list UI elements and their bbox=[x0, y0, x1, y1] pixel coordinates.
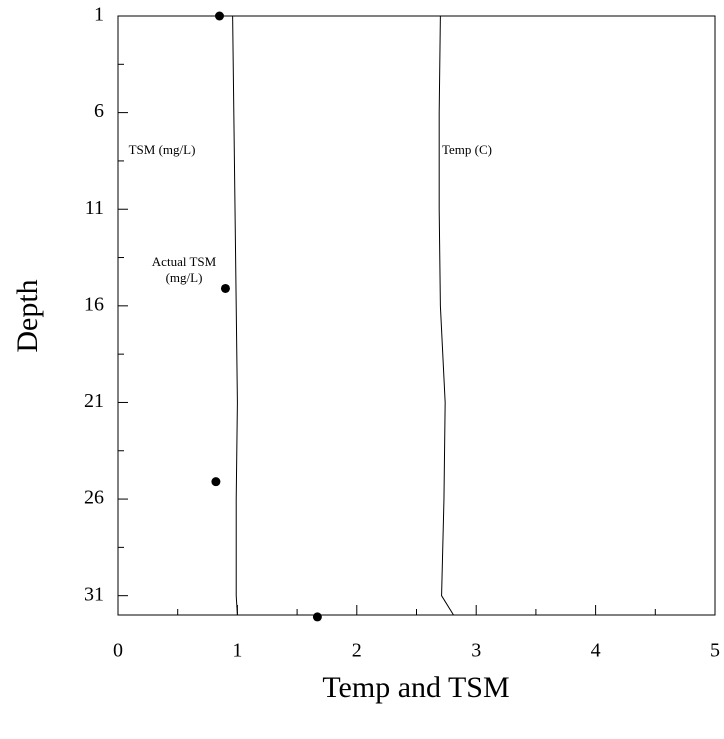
y-tick-label: 31 bbox=[84, 583, 104, 605]
series-line bbox=[438, 15, 454, 616]
y-tick-label: 6 bbox=[94, 100, 104, 122]
data-point bbox=[312, 612, 322, 622]
x-tick-label: 0 bbox=[113, 640, 123, 662]
series-label: TSM (mg/L) bbox=[128, 142, 196, 157]
y-tick-label: 11 bbox=[85, 197, 104, 219]
y-tick-label: 26 bbox=[84, 487, 104, 509]
data-point bbox=[220, 283, 230, 293]
y-axis-label: Depth bbox=[11, 279, 44, 352]
x-tick-label: 1 bbox=[232, 640, 242, 662]
y-tick-label: 16 bbox=[84, 293, 104, 315]
y-tick-label: 21 bbox=[84, 390, 104, 412]
series-label: Actual TSM (mg/L) bbox=[151, 254, 217, 285]
data-point bbox=[214, 11, 224, 21]
x-tick-label: 4 bbox=[591, 640, 601, 662]
data-point bbox=[211, 477, 221, 487]
y-tick-label: 1 bbox=[94, 4, 104, 26]
x-tick-label: 3 bbox=[471, 640, 481, 662]
x-axis-label: Temp and TSM bbox=[322, 671, 509, 704]
x-tick-label: 5 bbox=[710, 640, 720, 662]
series-line bbox=[232, 15, 238, 616]
series-label: Temp (C) bbox=[442, 142, 492, 157]
plot-frame bbox=[117, 15, 716, 616]
x-tick-label: 2 bbox=[352, 640, 362, 662]
